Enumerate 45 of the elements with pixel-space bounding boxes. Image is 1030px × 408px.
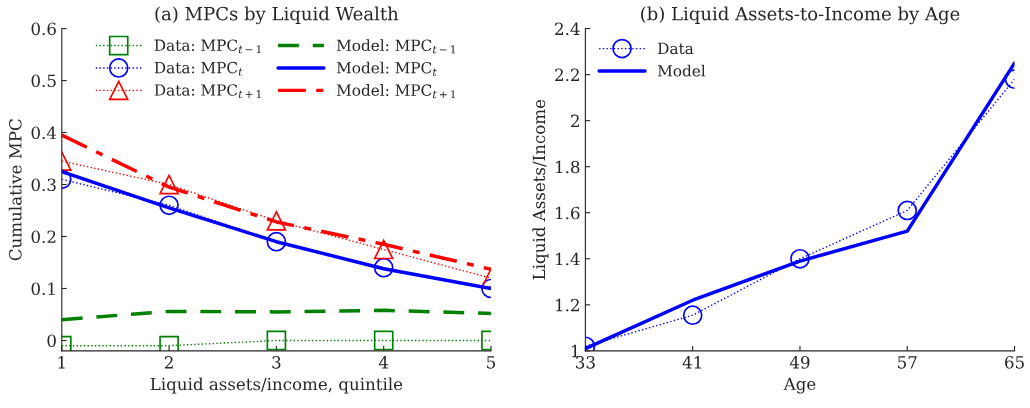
x-tick-label: 57 bbox=[898, 356, 917, 369]
x-axis-title: Liquid assets/income, quintile bbox=[150, 377, 403, 394]
y-tick-label: 1.8 bbox=[556, 160, 580, 174]
y-tick-label: 0.3 bbox=[31, 178, 56, 192]
x-tick-label: 49 bbox=[789, 356, 810, 369]
y-tick-label: 1.2 bbox=[556, 298, 579, 312]
y-tick-label: 0.1 bbox=[31, 282, 55, 296]
legend-label: Data: MPC$_{t−1}$ bbox=[154, 39, 261, 54]
x-tick-label: 5 bbox=[487, 356, 495, 369]
point bbox=[266, 231, 287, 252]
chart-title: (a) MPCs by Liquid Wealth bbox=[155, 6, 399, 25]
y-axis-title: Liquid Assets/Income bbox=[532, 99, 549, 280]
line-series bbox=[61, 308, 491, 322]
y-tick-label: 2.4 bbox=[555, 22, 580, 36]
point bbox=[790, 248, 810, 269]
point bbox=[266, 211, 287, 231]
point bbox=[266, 330, 287, 351]
y-tick-label: 0.4 bbox=[31, 126, 57, 140]
x-tick-label: 65 bbox=[1005, 356, 1024, 369]
legend-label: Data: MPC$_{t}$ bbox=[154, 61, 243, 76]
legend-label: Data: MPC$_{t+1}$ bbox=[154, 84, 261, 99]
y-axis-title: Cumulative MPC bbox=[8, 119, 22, 261]
x-tick-label: 4 bbox=[378, 356, 389, 369]
y-tick-label: 1.6 bbox=[556, 206, 580, 220]
chart-title: (b) Liquid Assets-to-Income by Age bbox=[641, 6, 960, 25]
x-tick-label: 41 bbox=[682, 356, 701, 369]
x-tick-label: 2 bbox=[164, 356, 173, 369]
x-axis-title: Age bbox=[783, 377, 816, 394]
y-tick-label: 2.2 bbox=[555, 68, 579, 82]
legend-label: Model: MPC$_{t}$ bbox=[336, 61, 437, 76]
legend-label: Model: MPC$_{t−1}$ bbox=[336, 39, 456, 54]
y-tick-label: 0 bbox=[47, 334, 56, 348]
x-tick-label: 33 bbox=[576, 356, 595, 369]
y-tick-label: 0.2 bbox=[31, 230, 56, 244]
legend-label: Data bbox=[658, 42, 694, 55]
x-tick-label: 1 bbox=[58, 356, 65, 369]
point bbox=[682, 305, 703, 326]
y-tick-label: 2 bbox=[571, 114, 579, 127]
x-tick-label: 3 bbox=[272, 356, 281, 369]
y-tick-label: 1.4 bbox=[556, 252, 580, 266]
legend-label: Model bbox=[657, 64, 706, 77]
legend-label: Model: MPC$_{t+1}$ bbox=[336, 84, 456, 99]
y-tick-label: 0.6 bbox=[31, 22, 56, 36]
y-tick-label: 1 bbox=[571, 344, 579, 358]
y-tick-label: 0.5 bbox=[31, 74, 56, 88]
